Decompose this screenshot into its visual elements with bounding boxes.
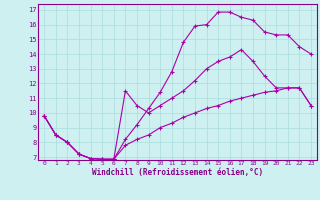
X-axis label: Windchill (Refroidissement éolien,°C): Windchill (Refroidissement éolien,°C) xyxy=(92,168,263,177)
